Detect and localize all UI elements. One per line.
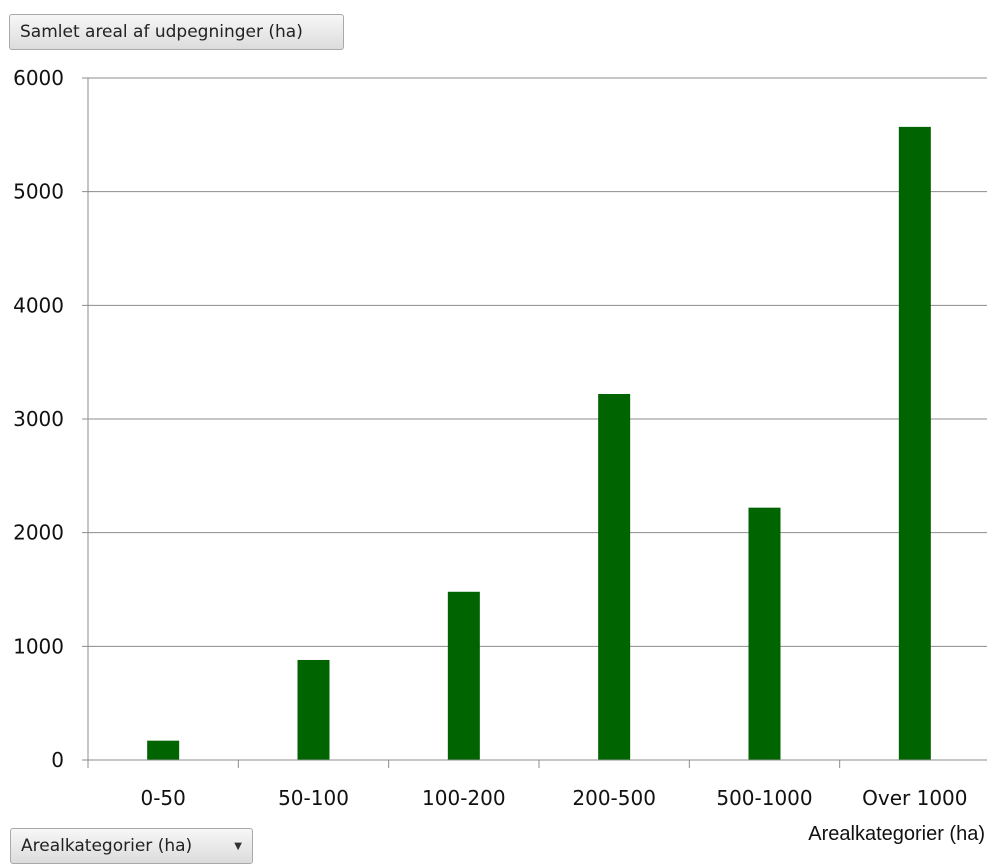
x-tick-label: 500-1000 bbox=[716, 786, 812, 810]
axis-field-dropdown[interactable]: Arealkategorier (ha) ▼ bbox=[10, 828, 253, 864]
bar bbox=[898, 126, 931, 761]
y-tick-label: 0 bbox=[51, 748, 64, 772]
x-axis-title: Arealkategorier (ha) bbox=[808, 823, 985, 845]
y-axis-tick-labels: 0 1000 2000 3000 4000 5000 6000 bbox=[13, 66, 64, 772]
bar bbox=[147, 740, 180, 760]
axis-field-label: Arealkategorier (ha) bbox=[21, 836, 193, 856]
gridlines bbox=[82, 77, 987, 647]
bar bbox=[297, 659, 330, 760]
x-tick-label: Over 1000 bbox=[862, 786, 967, 810]
bar bbox=[598, 393, 631, 760]
bar bbox=[748, 507, 781, 760]
x-tick-label: 100-200 bbox=[422, 786, 506, 810]
axes bbox=[82, 78, 987, 768]
y-tick-label: 4000 bbox=[13, 293, 64, 317]
chevron-down-icon[interactable]: ▼ bbox=[234, 840, 242, 852]
values-field-button[interactable]: Samlet areal af udpegninger (ha) bbox=[9, 14, 344, 50]
x-tick-label: 0-50 bbox=[140, 786, 185, 810]
y-tick-label: 3000 bbox=[13, 407, 64, 431]
x-tick-label: 200-500 bbox=[572, 786, 656, 810]
y-tick-label: 6000 bbox=[13, 66, 64, 90]
x-tick-label: 50-100 bbox=[278, 786, 349, 810]
bar bbox=[447, 591, 480, 760]
x-axis-tick-labels: 0-50 50-100 100-200 200-500 500-1000 Over 100… bbox=[140, 786, 967, 810]
bar-chart: 0 1000 2000 3000 4000 5000 6000 0-50 50-100 100-… bbox=[13, 66, 987, 810]
y-tick-label: 5000 bbox=[13, 180, 64, 204]
y-tick-label: 1000 bbox=[13, 634, 64, 658]
bars bbox=[147, 126, 931, 761]
values-field-label: Samlet areal af udpegninger (ha) bbox=[20, 22, 303, 42]
y-tick-label: 2000 bbox=[13, 521, 64, 545]
